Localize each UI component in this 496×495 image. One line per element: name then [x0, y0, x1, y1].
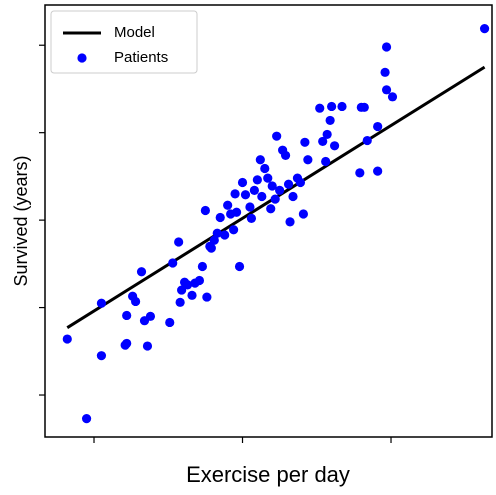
patient-point [283, 179, 294, 189]
patient-point [230, 189, 240, 199]
patient-point [252, 175, 262, 185]
y-axis-label: Survived (years) [11, 155, 31, 286]
patient-point [209, 235, 219, 245]
patient-point [174, 237, 184, 247]
patient-point [81, 414, 92, 424]
patient-point [263, 173, 273, 183]
patient-point [122, 338, 132, 349]
patient-point [257, 191, 267, 202]
patient-point [303, 155, 313, 165]
patient-point [177, 285, 187, 295]
patient-point [212, 228, 222, 238]
patient-point [380, 67, 390, 77]
patient-point [275, 185, 285, 195]
patient-point [267, 181, 277, 191]
legend: Model Patients [50, 10, 198, 74]
patient-point [355, 168, 365, 178]
patient-point [96, 298, 107, 308]
patient-point [182, 280, 193, 290]
patient-point [223, 200, 233, 210]
legend-label: Patients [114, 49, 168, 66]
patient-point [96, 351, 107, 361]
legend-marker [77, 53, 87, 63]
patient-point [327, 101, 337, 112]
patient-point [381, 42, 392, 52]
patient-point [240, 190, 251, 200]
patient-point [260, 163, 270, 174]
patient-point [197, 261, 208, 272]
patient-point [130, 296, 141, 307]
legend-box [50, 10, 198, 74]
patient-point [325, 115, 335, 126]
patient-point [220, 230, 230, 240]
patient-point [200, 205, 210, 216]
patient-point [315, 103, 325, 113]
patient-point [285, 217, 295, 227]
patient-point [206, 243, 216, 253]
patient-point [231, 207, 242, 217]
patient-point [62, 334, 72, 344]
patient-point [202, 292, 212, 302]
patient-point [249, 185, 259, 195]
plot-area [62, 24, 490, 424]
patient-point [387, 92, 398, 102]
patient-point [318, 136, 328, 147]
patient-point [479, 24, 490, 34]
patient-point [329, 141, 340, 151]
patient-point [175, 297, 185, 307]
patient-point [373, 166, 383, 176]
patient-point [145, 311, 156, 321]
patient-point [373, 121, 383, 132]
patient-point [288, 191, 298, 202]
patient-point [215, 212, 225, 223]
patient-point [168, 258, 178, 268]
patient-point [234, 261, 245, 272]
patient-point [142, 341, 153, 351]
patient-point [381, 85, 392, 95]
patient-point [245, 202, 255, 212]
legend-label: Model [114, 24, 155, 41]
patient-point [255, 155, 265, 165]
patient-point [280, 150, 291, 161]
patient-point [266, 204, 276, 214]
patient-point [295, 177, 306, 188]
patient-point [122, 310, 132, 321]
patient-point [322, 129, 332, 140]
plot-frame [44, 4, 493, 438]
patient-point [300, 137, 310, 147]
patient-point [359, 102, 369, 112]
patient-point [194, 275, 205, 286]
patient-point [321, 156, 331, 167]
patient-point [272, 131, 282, 141]
patient-point [298, 209, 308, 219]
patient-point [337, 101, 347, 112]
x-axis-label: Exercise per day [186, 462, 350, 487]
patient-point [270, 194, 280, 204]
patient-point [165, 317, 175, 328]
patient-point [136, 267, 147, 277]
patient-point [229, 225, 239, 235]
patient-point [246, 213, 257, 223]
patient-point [362, 135, 372, 146]
patient-point [187, 290, 197, 300]
patient-point [237, 177, 248, 188]
